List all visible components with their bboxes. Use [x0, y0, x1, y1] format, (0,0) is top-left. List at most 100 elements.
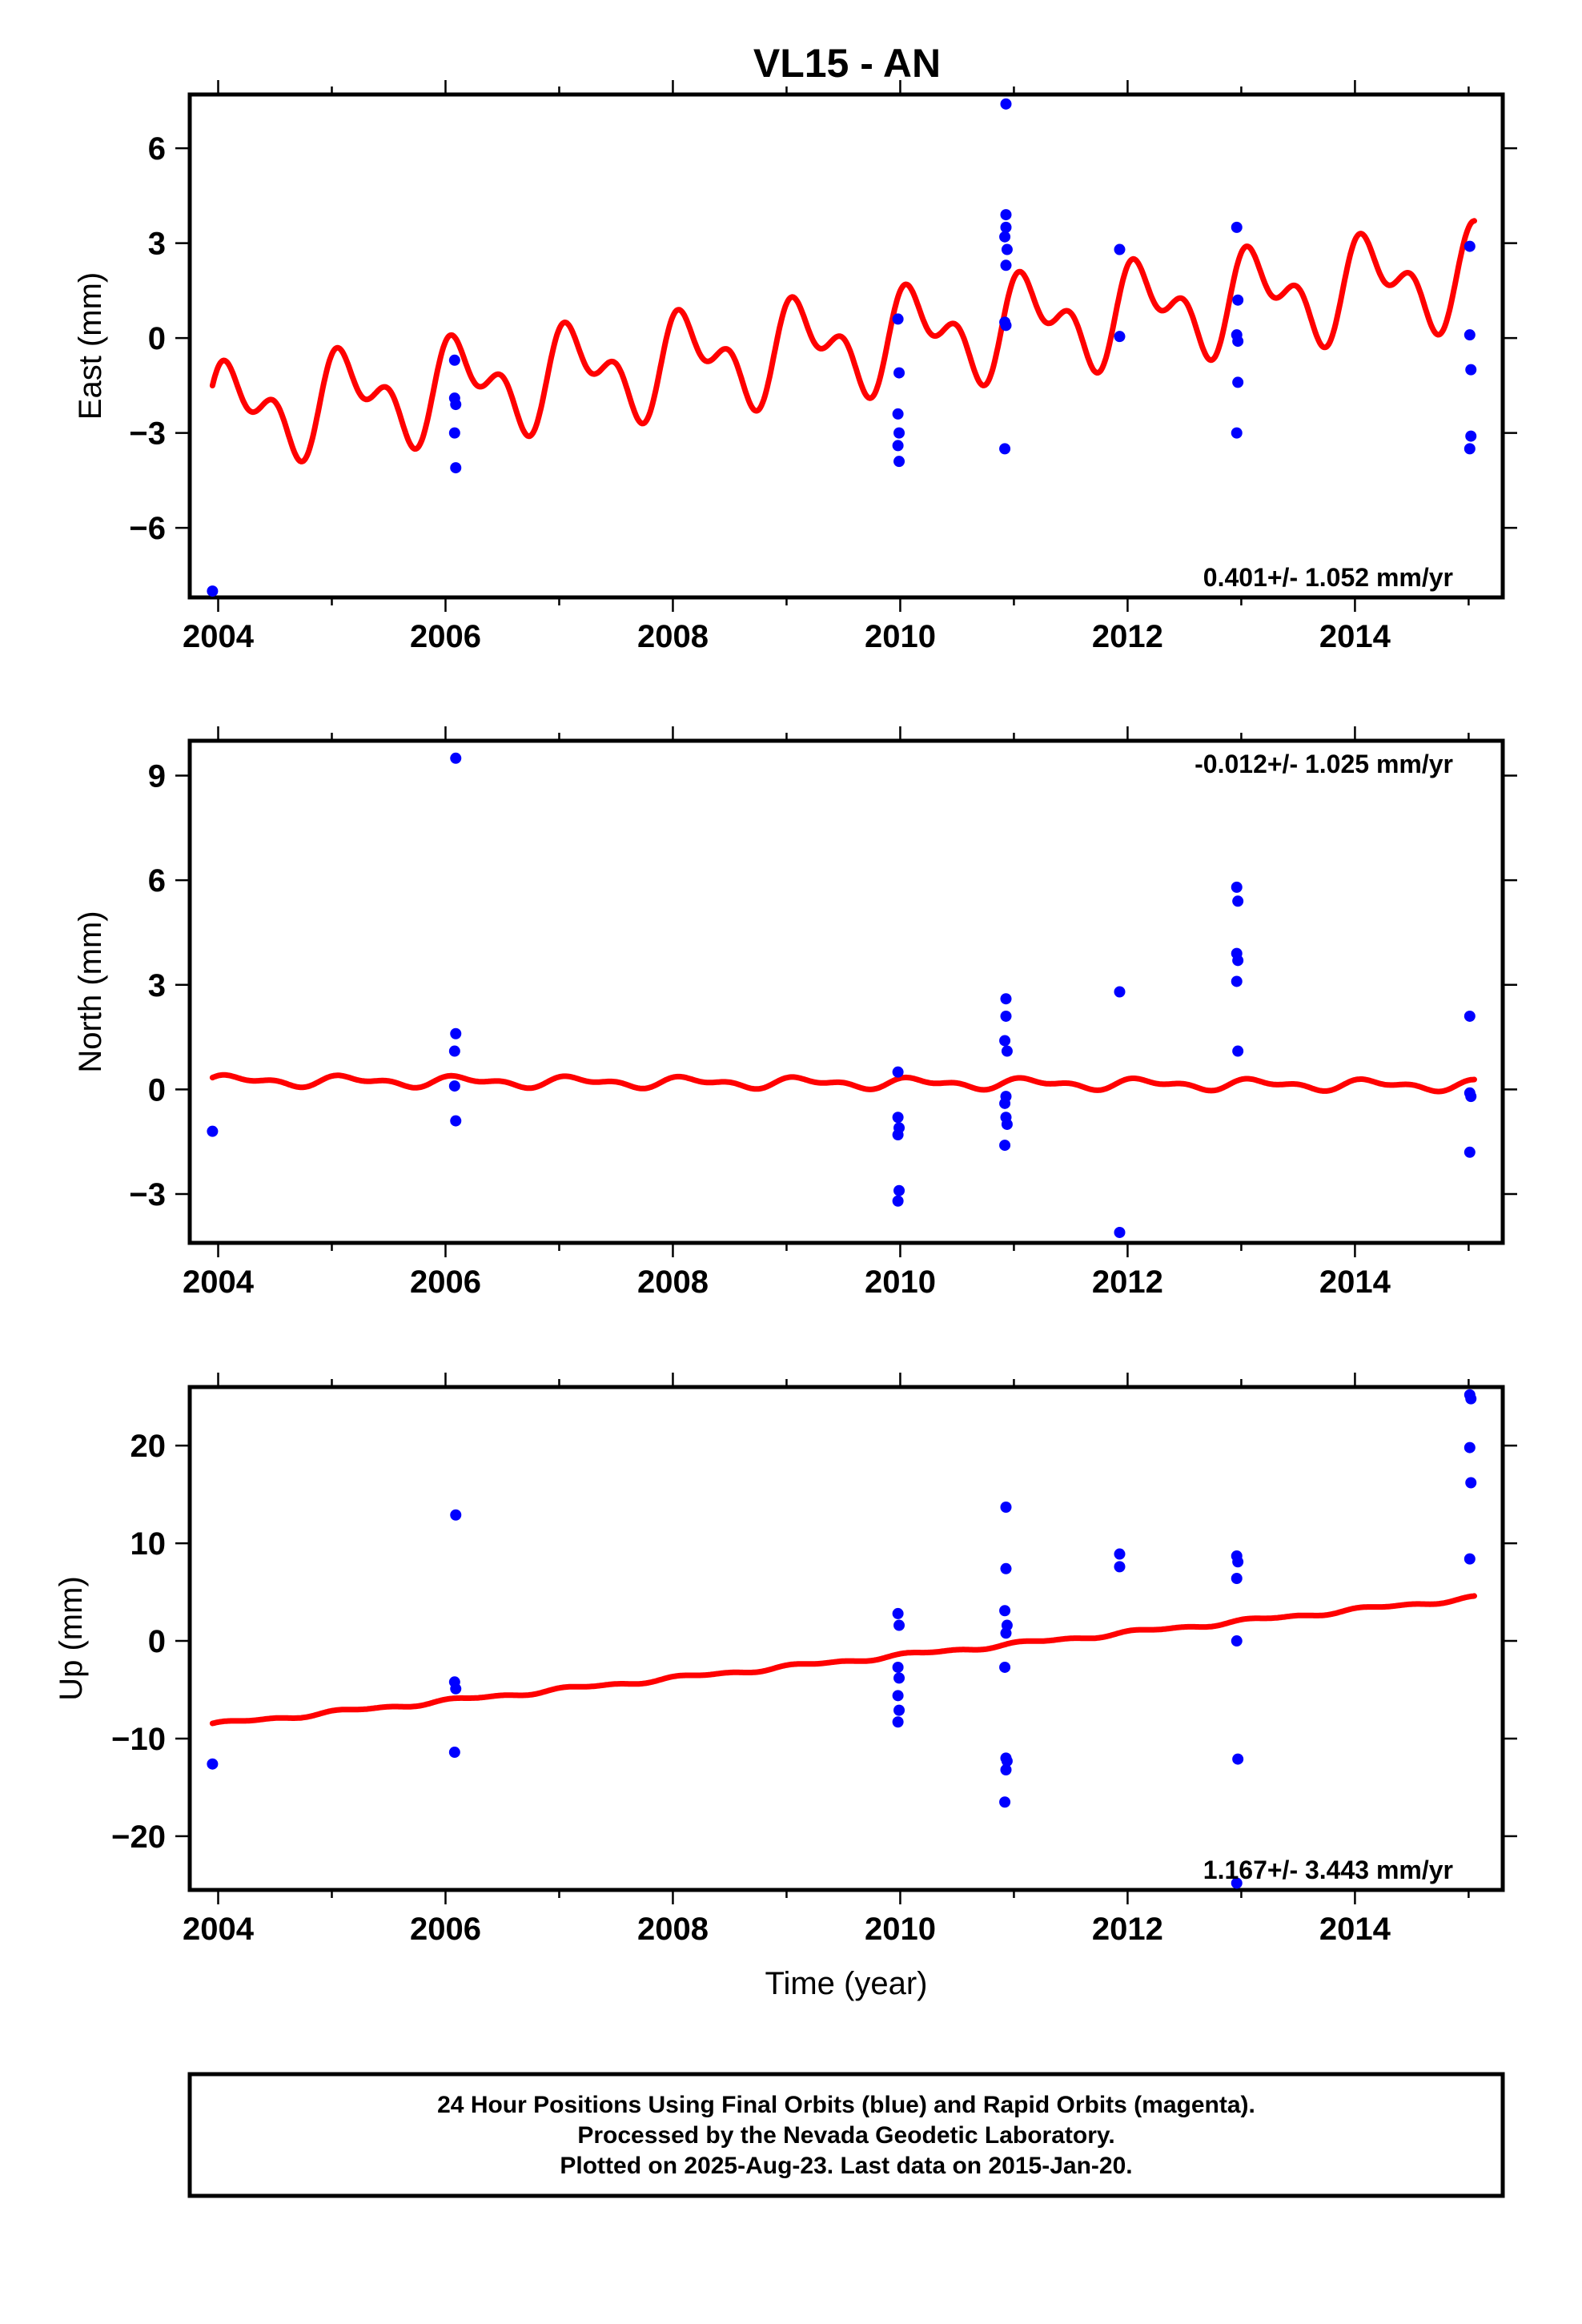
footer-line-2: Processed by the Nevada Geodetic Laborat… — [577, 2122, 1114, 2149]
north-x-tick-label: 2008 — [637, 1265, 709, 1300]
east-data-point — [450, 462, 462, 474]
east-data-point — [1114, 243, 1126, 255]
north-data-point — [1001, 1118, 1013, 1130]
chart-title: VL15 - AN — [753, 41, 941, 86]
footer-line-1: 24 Hour Positions Using Final Orbits (bl… — [437, 2092, 1255, 2118]
east-data-point — [448, 427, 460, 439]
east-y-tick-label: −3 — [129, 416, 166, 452]
east-data-point — [1000, 221, 1012, 233]
up-trend-line — [209, 1593, 1477, 1727]
east-data-point — [1000, 259, 1012, 271]
up-data-point — [1000, 1562, 1012, 1574]
north-data-point — [1465, 1091, 1477, 1103]
north-y-tick-label: −3 — [129, 1177, 166, 1212]
north-data-point — [450, 1027, 462, 1039]
up-data-point — [892, 1661, 904, 1673]
north-data-point — [999, 1140, 1011, 1152]
up-data-point — [1114, 1561, 1126, 1573]
north-rate-label: -0.012+/- 1.025 mm/yr — [1195, 750, 1453, 778]
footer-frame — [187, 2072, 1505, 2198]
up-data-point — [1232, 1556, 1244, 1568]
east-data-point — [892, 408, 904, 420]
north-data-point — [1464, 1146, 1476, 1158]
north-data-point — [893, 1184, 905, 1196]
up-data-point — [207, 1758, 219, 1770]
north-panel: 2004 2006 2008 2010 2012 2014 −3 0 3 6 9 North (mm)… — [73, 726, 1517, 1300]
north-x-tick-label: 2012 — [1092, 1265, 1163, 1300]
north-data-point — [207, 1125, 219, 1137]
north-x-tick-label: 2004 — [183, 1265, 255, 1300]
north-frame — [187, 738, 1505, 1245]
east-data-point — [1001, 243, 1013, 255]
north-y-tick-label: 3 — [148, 968, 166, 1003]
up-data-point — [450, 1683, 462, 1695]
east-data-point — [1465, 364, 1477, 376]
up-panel: 2004 2006 2008 2010 2012 2014 −20 −10 0 10 20 Up (m… — [54, 1373, 1517, 2001]
north-data-point — [892, 1195, 904, 1207]
up-data-point — [1114, 1548, 1126, 1560]
up-x-tick-label: 2012 — [1092, 1912, 1163, 1947]
east-data-point — [892, 440, 904, 452]
up-data-point — [1000, 1764, 1012, 1776]
east-data-point — [1464, 329, 1476, 341]
up-frame — [187, 1385, 1505, 1892]
up-data-point — [999, 1661, 1011, 1673]
up-data-point — [892, 1716, 904, 1728]
north-x-tick-label: 2010 — [865, 1265, 936, 1300]
north-data-point — [1000, 1010, 1012, 1022]
east-data-point — [1000, 209, 1012, 221]
up-y-tick-label: −20 — [111, 1819, 166, 1855]
up-rate-label: 1.167+/- 3.443 mm/yr — [1203, 1856, 1453, 1884]
up-data-point — [1231, 1573, 1243, 1585]
east-x-tick-label: 2012 — [1092, 619, 1163, 654]
up-y-tick-label: −10 — [111, 1722, 166, 1757]
up-data-point — [1231, 1877, 1243, 1889]
east-data-point — [999, 231, 1011, 243]
north-data-point — [448, 1045, 460, 1057]
east-y-axis-label: East (mm) — [73, 272, 108, 420]
north-data-point — [999, 1035, 1011, 1047]
up-data-point — [450, 1509, 462, 1521]
up-y-axis-label: Up (mm) — [54, 1576, 89, 1701]
up-x-tick-label: 2014 — [1319, 1912, 1391, 1947]
north-x-tick-label: 2006 — [410, 1265, 481, 1300]
east-data-point — [1231, 427, 1243, 439]
up-data-point — [1231, 1635, 1243, 1647]
up-x-axis-label: Time (year) — [765, 1966, 928, 2001]
east-data-point — [1231, 221, 1243, 233]
east-data-point — [448, 354, 460, 366]
up-data-point — [1465, 1477, 1477, 1489]
north-data-point — [892, 1129, 904, 1141]
north-data-point — [892, 1066, 904, 1078]
north-data-point — [448, 1080, 460, 1092]
up-data-point — [892, 1690, 904, 1702]
up-data-point — [1464, 1441, 1476, 1454]
east-data-point — [1465, 430, 1477, 442]
east-x-tick-label: 2014 — [1319, 619, 1391, 654]
east-data-point — [450, 399, 462, 411]
east-frame — [187, 92, 1505, 600]
up-data-point — [893, 1619, 905, 1631]
up-data-point — [1000, 1501, 1012, 1513]
east-data-point — [1114, 331, 1126, 343]
north-data-point — [999, 1097, 1011, 1109]
east-trend-line — [209, 218, 1477, 464]
north-data-point — [1231, 881, 1243, 893]
north-data-point — [1232, 895, 1244, 907]
north-y-tick-label: 6 — [148, 863, 166, 899]
up-data-point — [1232, 1753, 1244, 1765]
north-data-point — [1464, 1010, 1476, 1022]
east-data-point — [207, 585, 219, 597]
north-data-point — [450, 1115, 462, 1127]
north-y-tick-label: 0 — [148, 1072, 166, 1108]
east-data-point — [1000, 98, 1012, 110]
up-y-tick-label: 0 — [148, 1624, 166, 1659]
east-data-point — [1464, 443, 1476, 455]
east-y-tick-label: 6 — [148, 131, 166, 167]
up-data-point — [1465, 1393, 1477, 1405]
east-x-tick-label: 2004 — [183, 619, 255, 654]
east-x-tick-label: 2010 — [865, 619, 936, 654]
up-data-point — [1001, 1755, 1013, 1767]
up-x-tick-label: 2010 — [865, 1912, 936, 1947]
east-panel: 2004 2006 2008 2010 2012 2014 −6 −3 0 3 6 East (mm)… — [73, 80, 1517, 654]
